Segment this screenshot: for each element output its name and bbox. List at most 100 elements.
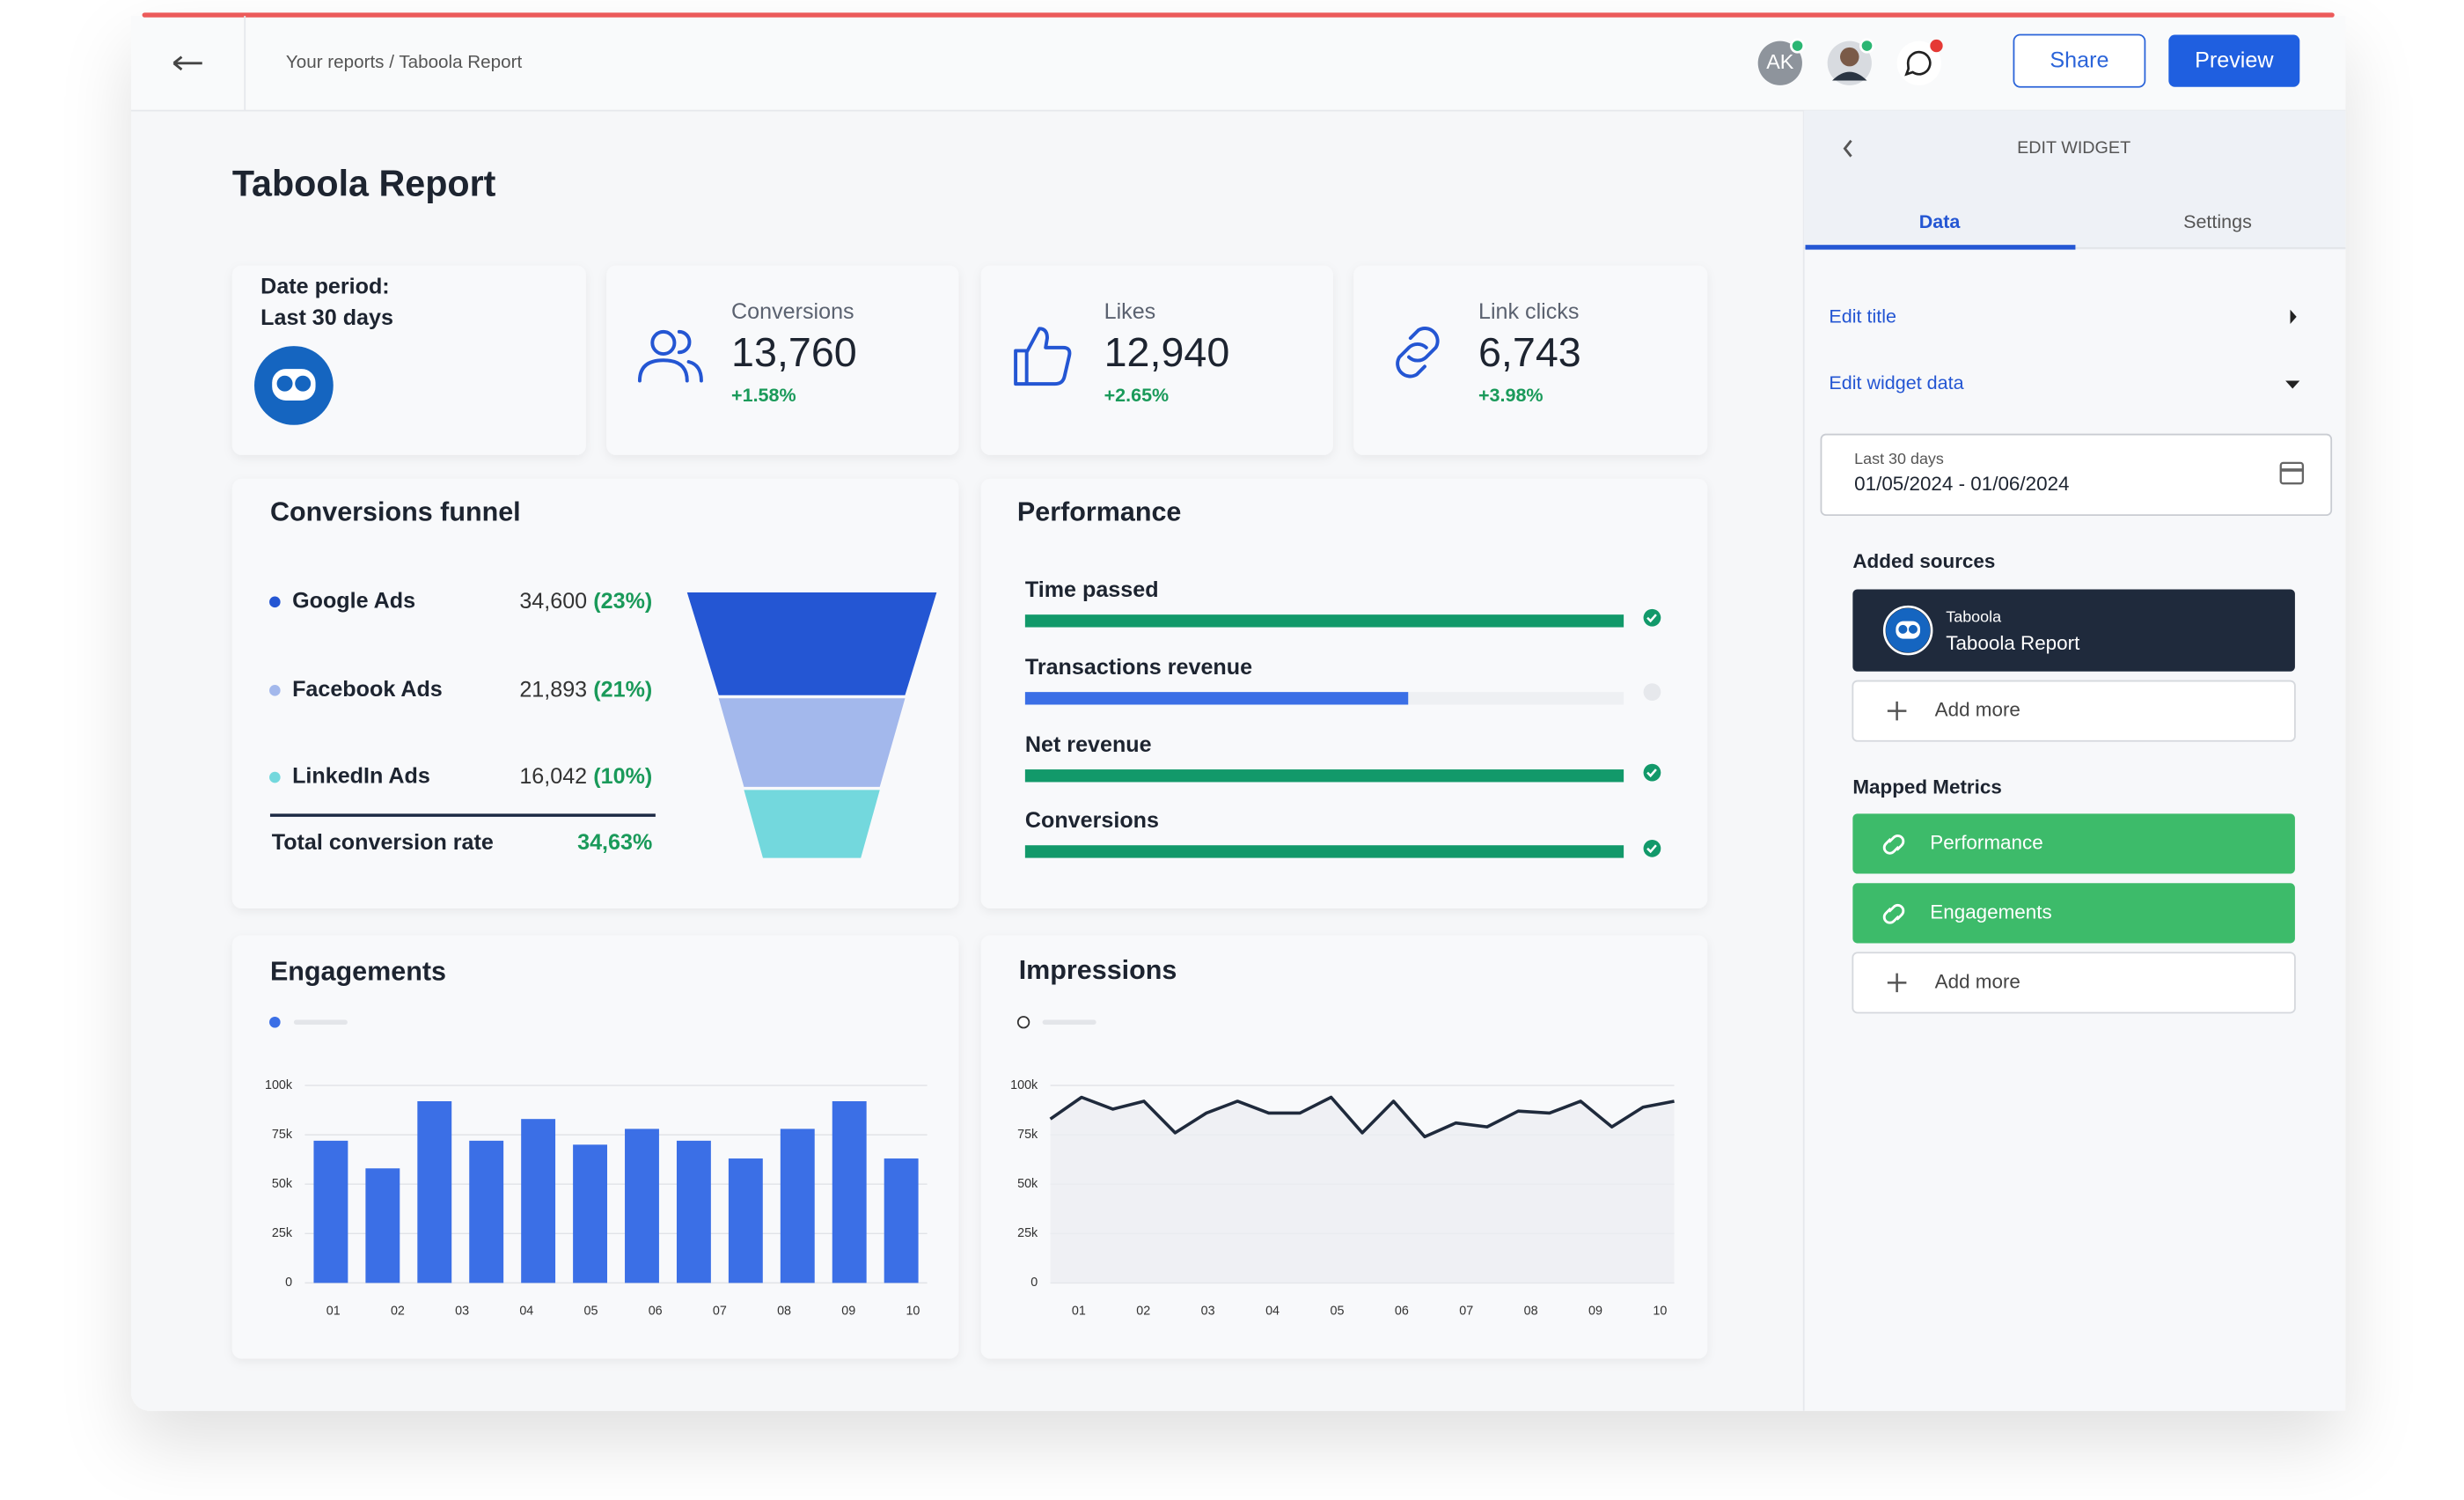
x-tick-label: 09 (1588, 1304, 1602, 1318)
share-button[interactable] (2013, 33, 2146, 88)
source-name: Google Ads (292, 588, 415, 613)
line (1049, 1095, 1675, 1139)
status-dot (1859, 38, 1875, 54)
link-icon (1396, 327, 1440, 379)
tab[interactable]: Data (1919, 211, 1962, 232)
progress-bar (1024, 692, 1409, 705)
bar (417, 1100, 452, 1283)
legend-dot (1016, 1016, 1030, 1029)
bar (365, 1168, 400, 1283)
tab-indicator (1805, 245, 2076, 250)
widget-title: Impressions (1019, 955, 1177, 985)
users-icon (637, 329, 703, 383)
value: 21,893 (519, 677, 587, 702)
bar (676, 1140, 711, 1283)
x-tick-label: 02 (391, 1304, 405, 1318)
avatar-head (1840, 47, 1859, 67)
kpi-label: Link clicks (1478, 299, 1579, 324)
share: (21%) (593, 677, 652, 702)
x-tick-label: 07 (713, 1304, 727, 1318)
funnel-stage (744, 790, 880, 858)
add-more-label[interactable]: Add more (1935, 970, 2020, 992)
plus-icon (1887, 973, 1907, 993)
panel-back[interactable] (1843, 139, 1852, 158)
progress-bar (1024, 769, 1624, 783)
bar (728, 1158, 763, 1283)
y-tick-label: 75k (272, 1128, 293, 1142)
metric-name: Transactions revenue (1025, 655, 1252, 680)
funnel-stage (718, 698, 906, 787)
bar (625, 1129, 659, 1283)
total-label: Total conversion rate (272, 830, 494, 855)
chip-link-icon (1882, 904, 1905, 924)
users-icon (650, 329, 677, 357)
avatar-initials: AK (1766, 50, 1794, 73)
add-more[interactable] (1852, 952, 2296, 1014)
funnel-stage (686, 592, 937, 695)
add-more-label[interactable]: Add more (1935, 699, 2020, 721)
back-arrow[interactable] (172, 55, 202, 71)
y-tick-label: 50k (1017, 1177, 1038, 1191)
report-title: Taboola Report (232, 164, 496, 204)
share-label[interactable]: Share (2050, 48, 2108, 73)
edit-widget-data[interactable]: Edit widget data (1829, 372, 1963, 393)
x-tick-label: 04 (519, 1304, 533, 1318)
source-name: Taboola (1946, 608, 2001, 626)
progress-bar (1024, 845, 1624, 858)
check-mark (1646, 768, 1657, 778)
source-report: Taboola Report (1946, 632, 2080, 654)
metric-label: Performance (1930, 831, 2042, 853)
source-name: LinkedIn Ads (292, 764, 430, 789)
metric-name: Conversions (1025, 808, 1159, 833)
check-mark (1646, 844, 1657, 854)
logo-ring (1882, 605, 1933, 656)
logo-eye (276, 375, 293, 392)
x-tick-label: 01 (326, 1304, 341, 1318)
status-dot (1790, 38, 1806, 54)
notify-dot (1930, 39, 1943, 53)
side-panel (1803, 110, 2346, 1411)
add-more[interactable] (1852, 680, 2296, 742)
x-tick-label: 06 (1395, 1304, 1409, 1318)
area (1050, 1097, 1675, 1283)
source-card (1852, 589, 2295, 672)
y-tick-label: 0 (285, 1276, 292, 1290)
panel-heading: EDIT WIDGET (2017, 138, 2130, 158)
date-period-label: Date period: (260, 274, 390, 298)
x-tick-label: 10 (906, 1304, 920, 1318)
x-tick-label: 03 (455, 1304, 469, 1318)
pending-icon (1643, 683, 1661, 702)
widget-card (606, 265, 959, 455)
tab[interactable]: Settings (2183, 211, 2252, 232)
share: (10%) (593, 764, 652, 789)
avatar-body (1832, 71, 1867, 81)
bar (469, 1140, 504, 1283)
preview-label[interactable]: Preview (2195, 48, 2274, 73)
x-tick-label: 09 (841, 1304, 855, 1318)
logo-eye (1908, 624, 1918, 634)
like-icon (1014, 327, 1072, 386)
kpi-value: 13,760 (731, 329, 857, 375)
section-label: Mapped Metrics (1852, 776, 2001, 798)
legend-dot (269, 596, 281, 608)
kpi-value: 12,940 (1104, 329, 1230, 375)
preview-button[interactable] (2168, 34, 2300, 87)
share: (23%) (593, 588, 652, 613)
date-picker[interactable] (1820, 433, 2333, 517)
x-tick-label: 03 (1201, 1304, 1215, 1318)
chat-icon[interactable] (1904, 50, 1932, 77)
x-tick-label: 01 (1072, 1304, 1086, 1318)
bar (832, 1100, 867, 1283)
kpi-label: Likes (1104, 299, 1156, 324)
kpi-change: +1.58% (731, 385, 796, 406)
y-tick-label: 100k (1010, 1078, 1038, 1092)
plus-icon (1887, 701, 1907, 721)
x-tick-label: 06 (649, 1304, 663, 1318)
metric-chip (1852, 813, 2295, 874)
bar (573, 1144, 608, 1283)
edit-title[interactable]: Edit title (1829, 305, 1896, 327)
progress-bar (1024, 614, 1624, 628)
value: 16,042 (519, 764, 587, 789)
x-tick-label: 04 (1265, 1304, 1280, 1318)
